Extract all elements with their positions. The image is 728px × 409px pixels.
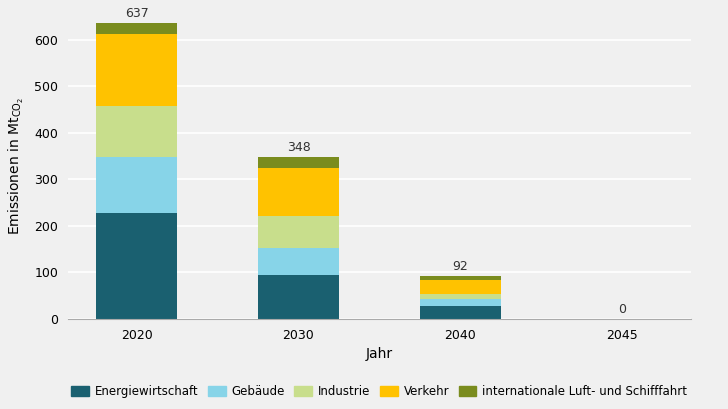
Bar bbox=[96, 22, 177, 34]
X-axis label: Jahr: Jahr bbox=[365, 347, 393, 361]
Bar bbox=[420, 281, 501, 294]
Bar bbox=[420, 306, 501, 319]
Bar bbox=[96, 157, 177, 213]
Bar bbox=[420, 276, 501, 281]
Bar bbox=[258, 216, 339, 248]
Text: 348: 348 bbox=[287, 141, 310, 154]
Bar bbox=[420, 299, 501, 306]
Bar bbox=[96, 213, 177, 319]
Bar bbox=[258, 168, 339, 216]
Text: 0: 0 bbox=[618, 303, 626, 316]
Bar bbox=[420, 294, 501, 299]
Bar bbox=[258, 248, 339, 275]
Legend: Energiewirtschaft, Gebäude, Industrie, Verkehr, internationale Luft- und Schifff: Energiewirtschaft, Gebäude, Industrie, V… bbox=[67, 380, 692, 403]
Text: 637: 637 bbox=[125, 7, 149, 20]
Bar bbox=[258, 275, 339, 319]
Text: 92: 92 bbox=[452, 261, 468, 273]
Bar bbox=[96, 106, 177, 157]
Bar bbox=[258, 157, 339, 168]
Y-axis label: Emissionen in Mt$_{\mathregular{CO_2}}$: Emissionen in Mt$_{\mathregular{CO_2}}$ bbox=[7, 97, 26, 234]
Bar bbox=[96, 34, 177, 106]
